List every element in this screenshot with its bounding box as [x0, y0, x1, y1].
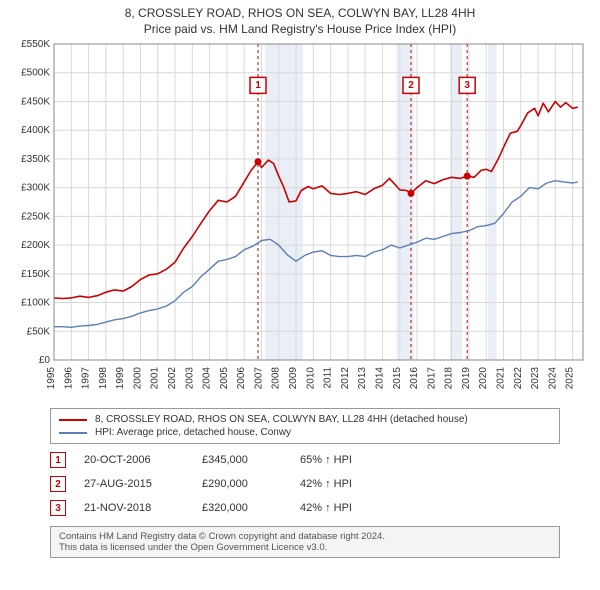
svg-text:1999: 1999: [115, 367, 126, 390]
svg-text:2001: 2001: [150, 367, 161, 390]
legend-box: 8, CROSSLEY ROAD, RHOS ON SEA, COLWYN BA…: [50, 408, 560, 444]
svg-text:£300K: £300K: [21, 183, 50, 194]
svg-text:2002: 2002: [167, 367, 178, 390]
legend-swatch-hpi: [59, 432, 87, 434]
event-list: 1 20-OCT-2006 £345,000 65% ↑ HPI 2 27-AU…: [50, 448, 588, 520]
chart-title-line1: 8, CROSSLEY ROAD, RHOS ON SEA, COLWYN BA…: [0, 6, 600, 20]
event-marker-1: 1: [50, 452, 66, 468]
footer-attribution: Contains HM Land Registry data © Crown c…: [50, 526, 560, 558]
event-marker-3: 3: [50, 500, 66, 516]
svg-text:1998: 1998: [98, 367, 109, 390]
svg-text:2004: 2004: [202, 367, 213, 390]
svg-text:£450K: £450K: [21, 96, 50, 107]
svg-text:£400K: £400K: [21, 125, 50, 136]
svg-text:2012: 2012: [340, 367, 351, 390]
event-price-3: £320,000: [202, 502, 282, 514]
svg-text:2009: 2009: [288, 367, 299, 390]
svg-text:2005: 2005: [219, 367, 230, 390]
event-row-3: 3 21-NOV-2018 £320,000 42% ↑ HPI: [50, 496, 588, 520]
legend-label-hpi: HPI: Average price, detached house, Conw…: [95, 427, 291, 438]
svg-text:£150K: £150K: [21, 269, 50, 280]
event-price-1: £345,000: [202, 454, 282, 466]
svg-text:2021: 2021: [495, 367, 506, 390]
line-chart-svg: £0 £50K £100K £150K £200K £250K £300K £350K £400…: [14, 40, 589, 400]
event-row-1: 1 20-OCT-2006 £345,000 65% ↑ HPI: [50, 448, 588, 472]
event-date-2: 27-AUG-2015: [84, 478, 184, 490]
svg-text:£50K: £50K: [27, 326, 51, 337]
svg-text:2024: 2024: [547, 367, 558, 390]
svg-text:£500K: £500K: [21, 68, 50, 79]
svg-text:2019: 2019: [461, 367, 472, 390]
legend-item-property: 8, CROSSLEY ROAD, RHOS ON SEA, COLWYN BA…: [59, 413, 551, 426]
svg-text:2011: 2011: [323, 367, 334, 389]
svg-text:£200K: £200K: [21, 240, 50, 251]
chart-area: £0 £50K £100K £150K £200K £250K £300K £350K £400…: [14, 40, 589, 400]
svg-text:2023: 2023: [530, 367, 541, 390]
event-date-3: 21-NOV-2018: [84, 502, 184, 514]
svg-text:2003: 2003: [184, 367, 195, 390]
svg-text:2018: 2018: [444, 367, 455, 390]
svg-text:£100K: £100K: [21, 298, 50, 309]
svg-text:2007: 2007: [253, 367, 264, 390]
svg-text:1: 1: [255, 80, 261, 91]
event-rel-2: 42% ↑ HPI: [300, 478, 390, 490]
event-row-2: 2 27-AUG-2015 £290,000 42% ↑ HPI: [50, 472, 588, 496]
svg-text:£250K: £250K: [21, 211, 50, 222]
svg-text:2006: 2006: [236, 367, 247, 390]
svg-text:2015: 2015: [392, 367, 403, 390]
svg-text:2010: 2010: [305, 367, 316, 390]
svg-text:2: 2: [408, 80, 414, 91]
footer-line2: This data is licensed under the Open Gov…: [59, 542, 551, 553]
chart-title-line2: Price paid vs. HM Land Registry's House …: [0, 22, 600, 36]
svg-text:2008: 2008: [271, 367, 282, 390]
svg-text:2020: 2020: [478, 367, 489, 390]
chart-titles: 8, CROSSLEY ROAD, RHOS ON SEA, COLWYN BA…: [0, 0, 600, 36]
svg-text:1996: 1996: [63, 367, 74, 390]
svg-text:2016: 2016: [409, 367, 420, 390]
svg-text:£0: £0: [39, 355, 51, 366]
svg-text:2000: 2000: [132, 367, 143, 390]
event-rel-3: 42% ↑ HPI: [300, 502, 390, 514]
svg-text:2014: 2014: [374, 367, 385, 390]
svg-text:2017: 2017: [426, 367, 437, 390]
svg-text:1997: 1997: [81, 367, 92, 390]
event-price-2: £290,000: [202, 478, 282, 490]
legend-label-property: 8, CROSSLEY ROAD, RHOS ON SEA, COLWYN BA…: [95, 414, 468, 425]
footer-line1: Contains HM Land Registry data © Crown c…: [59, 531, 551, 542]
svg-text:£350K: £350K: [21, 154, 50, 165]
svg-text:2022: 2022: [513, 367, 524, 390]
svg-text:2025: 2025: [565, 367, 576, 390]
svg-text:3: 3: [464, 80, 470, 91]
legend-item-hpi: HPI: Average price, detached house, Conw…: [59, 426, 551, 439]
event-date-1: 20-OCT-2006: [84, 454, 184, 466]
legend-swatch-property: [59, 419, 87, 421]
event-rel-1: 65% ↑ HPI: [300, 454, 390, 466]
event-marker-2: 2: [50, 476, 66, 492]
svg-text:2013: 2013: [357, 367, 368, 390]
svg-text:£550K: £550K: [21, 40, 50, 50]
svg-text:1995: 1995: [46, 367, 57, 390]
